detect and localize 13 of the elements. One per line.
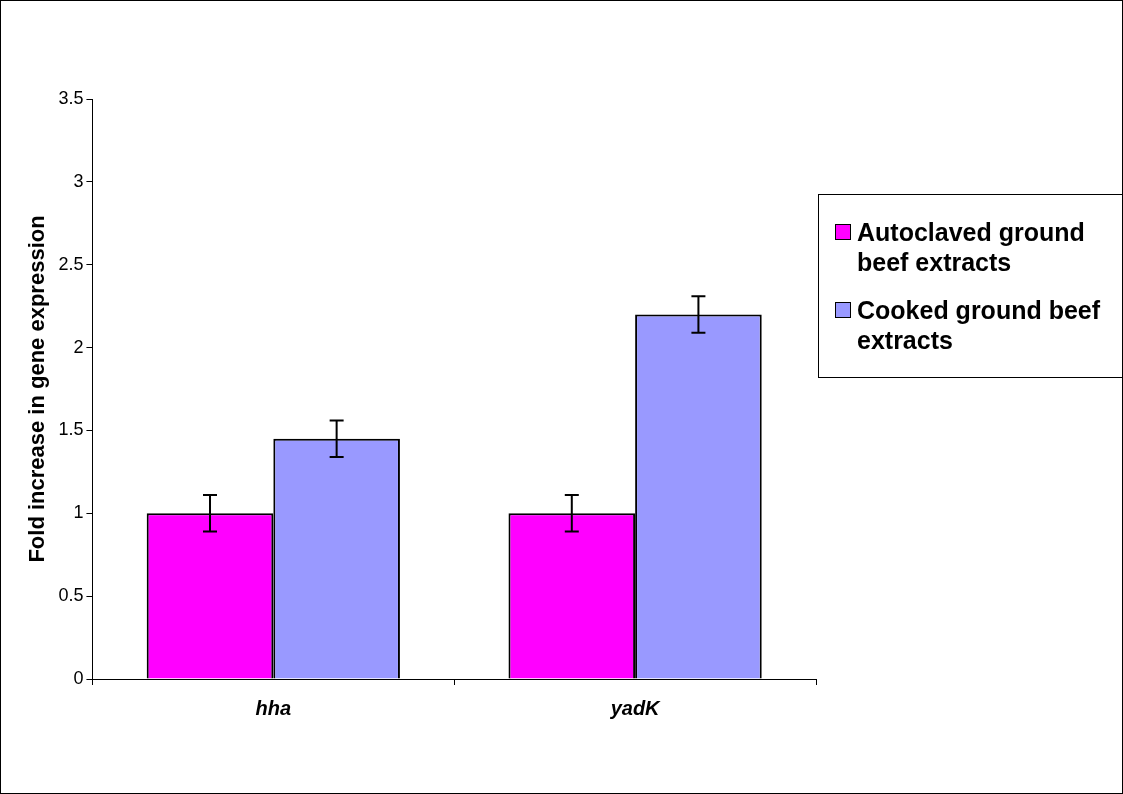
y-tick-label: 3 xyxy=(73,170,84,191)
legend-label: Autoclaved ground beef extracts xyxy=(857,217,1086,277)
x-tick-label: hha xyxy=(255,696,292,719)
y-tick-label: 2.5 xyxy=(58,253,84,274)
x-tick-label: yadK xyxy=(609,696,662,719)
y-tick-label: 0 xyxy=(73,667,84,688)
y-tick-label: 3.5 xyxy=(58,87,84,108)
y-tick-label: 0.5 xyxy=(58,585,84,606)
legend-label: Cooked ground beef extracts xyxy=(857,295,1102,355)
y-axis-title: Fold increase in gene expression xyxy=(24,215,50,563)
y-tick-label: 1.5 xyxy=(58,419,84,440)
y-tick-label: 2 xyxy=(73,336,84,357)
y-tick-label: 1 xyxy=(73,502,84,523)
